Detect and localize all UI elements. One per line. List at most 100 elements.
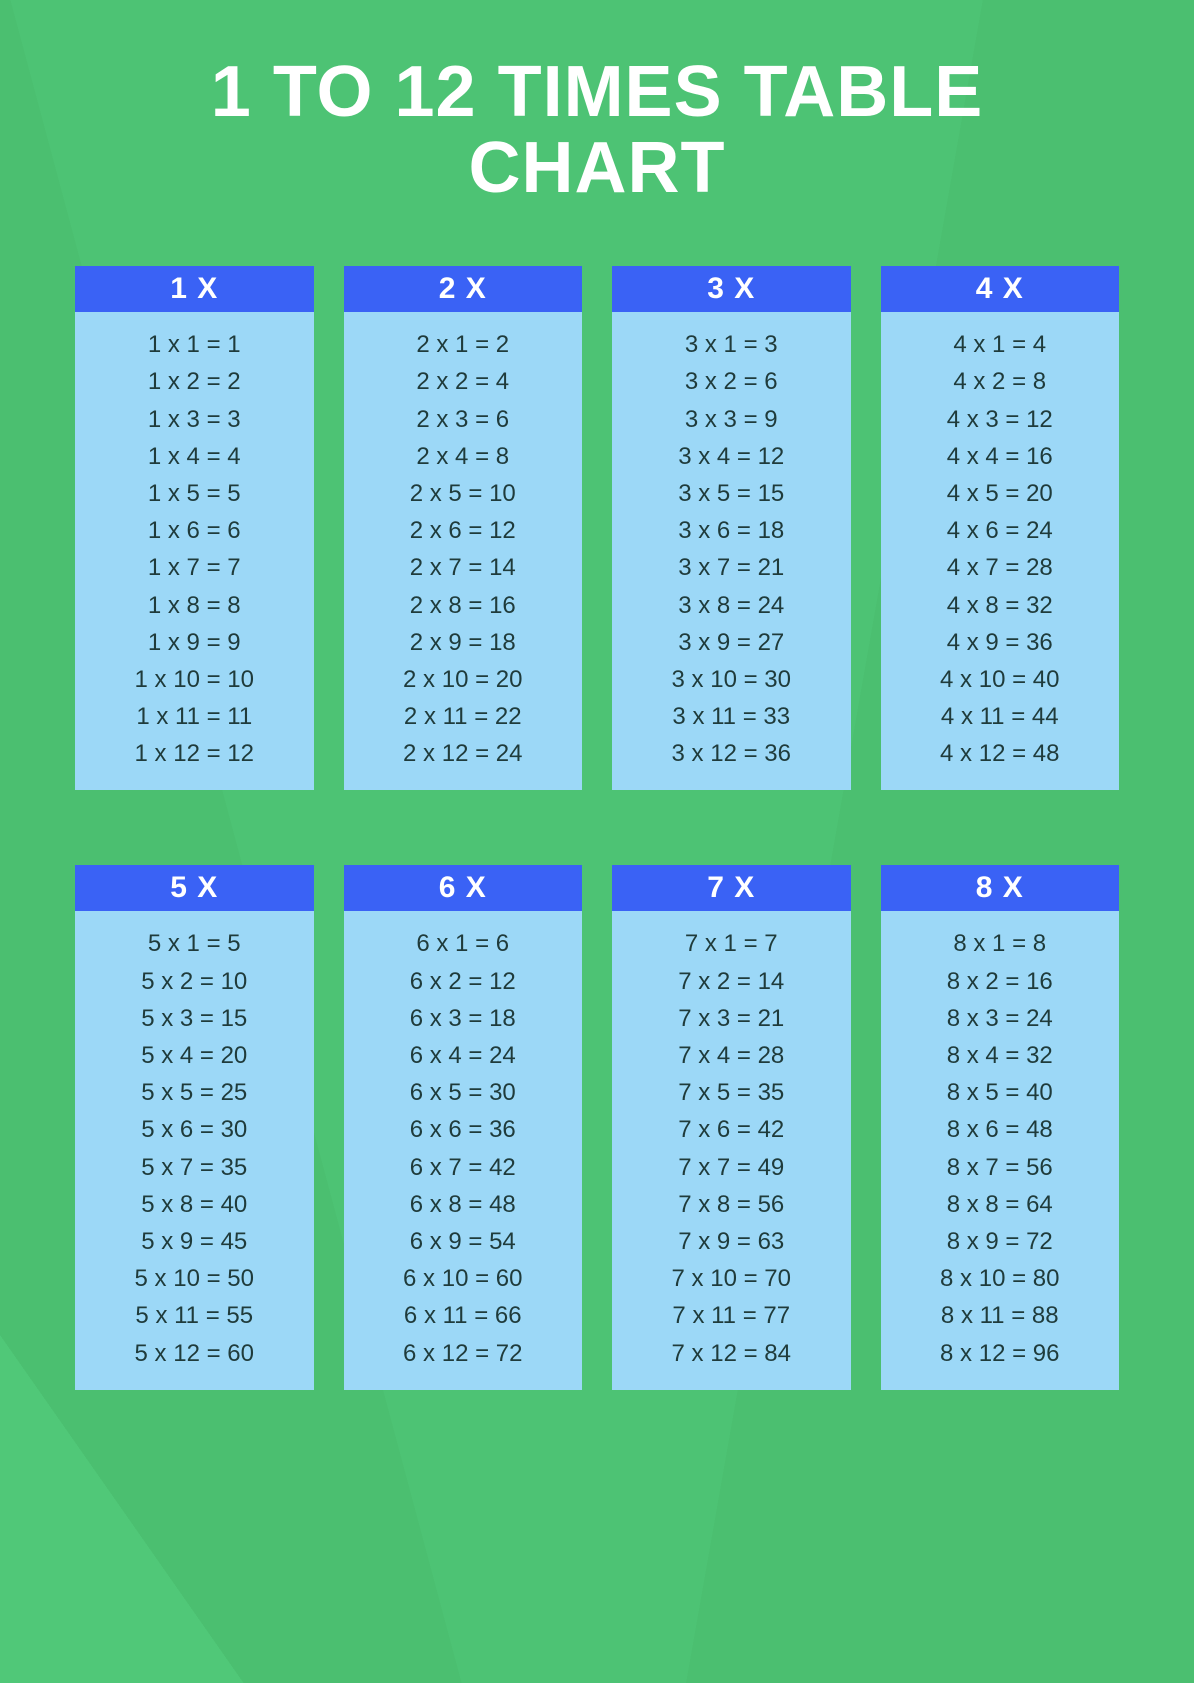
multiplication-row: 5 x 11 = 55 (81, 1297, 308, 1334)
multiplication-row: 4 x 3 = 12 (887, 401, 1114, 438)
multiplication-row: 7 x 2 = 14 (618, 963, 845, 1000)
times-table-body: 2 x 1 = 22 x 2 = 42 x 3 = 62 x 4 = 82 x … (344, 312, 583, 790)
multiplication-row: 2 x 6 = 12 (350, 512, 577, 549)
multiplication-row: 4 x 7 = 28 (887, 549, 1114, 586)
multiplication-row: 7 x 9 = 63 (618, 1223, 845, 1260)
multiplication-row: 1 x 9 = 9 (81, 624, 308, 661)
multiplication-row: 4 x 9 = 36 (887, 624, 1114, 661)
multiplication-row: 6 x 2 = 12 (350, 963, 577, 1000)
multiplication-row: 6 x 9 = 54 (350, 1223, 577, 1260)
multiplication-row: 3 x 2 = 6 (618, 363, 845, 400)
multiplication-row: 7 x 4 = 28 (618, 1037, 845, 1074)
multiplication-row: 4 x 11 = 44 (887, 698, 1114, 735)
times-table-header: 1 X (75, 266, 314, 312)
times-table-body: 6 x 1 = 66 x 2 = 126 x 3 = 186 x 4 = 246… (344, 911, 583, 1389)
multiplication-row: 4 x 1 = 4 (887, 326, 1114, 363)
multiplication-row: 3 x 4 = 12 (618, 438, 845, 475)
multiplication-row: 2 x 1 = 2 (350, 326, 577, 363)
multiplication-row: 6 x 10 = 60 (350, 1260, 577, 1297)
times-table-card: 5 X5 x 1 = 55 x 2 = 105 x 3 = 155 x 4 = … (75, 865, 314, 1389)
times-table-header: 3 X (612, 266, 851, 312)
multiplication-row: 3 x 11 = 33 (618, 698, 845, 735)
title-line-2: CHART (75, 131, 1119, 207)
multiplication-row: 2 x 10 = 20 (350, 661, 577, 698)
multiplication-row: 3 x 1 = 3 (618, 326, 845, 363)
times-table-body: 4 x 1 = 44 x 2 = 84 x 3 = 124 x 4 = 164 … (881, 312, 1120, 790)
multiplication-row: 3 x 9 = 27 (618, 624, 845, 661)
times-table-card: 2 X2 x 1 = 22 x 2 = 42 x 3 = 62 x 4 = 82… (344, 266, 583, 790)
times-table-card: 4 X4 x 1 = 44 x 2 = 84 x 3 = 124 x 4 = 1… (881, 266, 1120, 790)
multiplication-row: 4 x 8 = 32 (887, 587, 1114, 624)
multiplication-row: 4 x 2 = 8 (887, 363, 1114, 400)
page-title: 1 TO 12 TIMES TABLE CHART (75, 55, 1119, 206)
multiplication-row: 5 x 2 = 10 (81, 963, 308, 1000)
multiplication-row: 2 x 3 = 6 (350, 401, 577, 438)
multiplication-row: 6 x 3 = 18 (350, 1000, 577, 1037)
multiplication-row: 2 x 5 = 10 (350, 475, 577, 512)
multiplication-row: 5 x 1 = 5 (81, 925, 308, 962)
multiplication-row: 7 x 7 = 49 (618, 1149, 845, 1186)
multiplication-row: 5 x 9 = 45 (81, 1223, 308, 1260)
multiplication-row: 5 x 8 = 40 (81, 1186, 308, 1223)
multiplication-row: 7 x 3 = 21 (618, 1000, 845, 1037)
multiplication-row: 7 x 5 = 35 (618, 1074, 845, 1111)
multiplication-row: 8 x 12 = 96 (887, 1335, 1114, 1372)
multiplication-row: 5 x 12 = 60 (81, 1335, 308, 1372)
multiplication-row: 1 x 5 = 5 (81, 475, 308, 512)
multiplication-row: 8 x 8 = 64 (887, 1186, 1114, 1223)
multiplication-row: 8 x 10 = 80 (887, 1260, 1114, 1297)
multiplication-row: 8 x 11 = 88 (887, 1297, 1114, 1334)
multiplication-row: 3 x 7 = 21 (618, 549, 845, 586)
multiplication-row: 8 x 9 = 72 (887, 1223, 1114, 1260)
multiplication-row: 3 x 3 = 9 (618, 401, 845, 438)
times-table-card: 6 X6 x 1 = 66 x 2 = 126 x 3 = 186 x 4 = … (344, 865, 583, 1389)
multiplication-row: 6 x 7 = 42 (350, 1149, 577, 1186)
multiplication-row: 2 x 12 = 24 (350, 735, 577, 772)
tables-grid: 1 X1 x 1 = 11 x 2 = 21 x 3 = 31 x 4 = 41… (75, 266, 1119, 1390)
multiplication-row: 1 x 3 = 3 (81, 401, 308, 438)
times-table-header: 6 X (344, 865, 583, 911)
multiplication-row: 1 x 2 = 2 (81, 363, 308, 400)
multiplication-row: 6 x 8 = 48 (350, 1186, 577, 1223)
multiplication-row: 6 x 11 = 66 (350, 1297, 577, 1334)
multiplication-row: 4 x 6 = 24 (887, 512, 1114, 549)
multiplication-row: 7 x 6 = 42 (618, 1111, 845, 1148)
chart-container: 1 TO 12 TIMES TABLE CHART 1 X1 x 1 = 11 … (0, 0, 1194, 1683)
multiplication-row: 1 x 1 = 1 (81, 326, 308, 363)
multiplication-row: 1 x 8 = 8 (81, 587, 308, 624)
multiplication-row: 2 x 7 = 14 (350, 549, 577, 586)
multiplication-row: 8 x 3 = 24 (887, 1000, 1114, 1037)
multiplication-row: 1 x 4 = 4 (81, 438, 308, 475)
multiplication-row: 3 x 12 = 36 (618, 735, 845, 772)
multiplication-row: 3 x 10 = 30 (618, 661, 845, 698)
multiplication-row: 7 x 1 = 7 (618, 925, 845, 962)
multiplication-row: 3 x 6 = 18 (618, 512, 845, 549)
multiplication-row: 7 x 12 = 84 (618, 1335, 845, 1372)
multiplication-row: 5 x 5 = 25 (81, 1074, 308, 1111)
multiplication-row: 7 x 8 = 56 (618, 1186, 845, 1223)
times-table-header: 4 X (881, 266, 1120, 312)
multiplication-row: 5 x 7 = 35 (81, 1149, 308, 1186)
multiplication-row: 6 x 6 = 36 (350, 1111, 577, 1148)
times-table-card: 8 X8 x 1 = 88 x 2 = 168 x 3 = 248 x 4 = … (881, 865, 1120, 1389)
times-table-header: 5 X (75, 865, 314, 911)
multiplication-row: 6 x 1 = 6 (350, 925, 577, 962)
multiplication-row: 3 x 8 = 24 (618, 587, 845, 624)
multiplication-row: 1 x 11 = 11 (81, 698, 308, 735)
multiplication-row: 1 x 7 = 7 (81, 549, 308, 586)
times-table-body: 7 x 1 = 77 x 2 = 147 x 3 = 217 x 4 = 287… (612, 911, 851, 1389)
times-table-body: 8 x 1 = 88 x 2 = 168 x 3 = 248 x 4 = 328… (881, 911, 1120, 1389)
multiplication-row: 2 x 4 = 8 (350, 438, 577, 475)
multiplication-row: 2 x 11 = 22 (350, 698, 577, 735)
multiplication-row: 8 x 2 = 16 (887, 963, 1114, 1000)
multiplication-row: 4 x 10 = 40 (887, 661, 1114, 698)
times-table-card: 3 X 3 x 1 = 33 x 2 = 63 x 3 = 93 x 4 = 12… (612, 266, 851, 790)
multiplication-row: 8 x 1 = 8 (887, 925, 1114, 962)
multiplication-row: 7 x 11 = 77 (618, 1297, 845, 1334)
multiplication-row: 2 x 2 = 4 (350, 363, 577, 400)
multiplication-row: 1 x 12 = 12 (81, 735, 308, 772)
multiplication-row: 5 x 4 = 20 (81, 1037, 308, 1074)
times-table-header: 7 X (612, 865, 851, 911)
multiplication-row: 2 x 8 = 16 (350, 587, 577, 624)
times-table-header: 8 X (881, 865, 1120, 911)
